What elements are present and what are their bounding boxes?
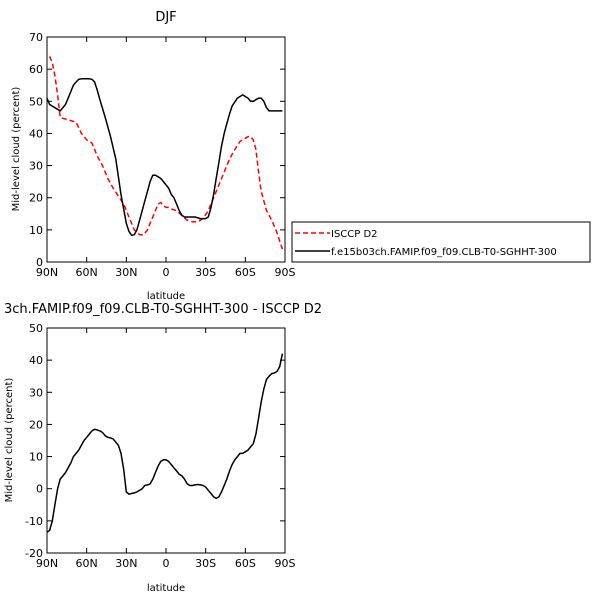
top-plot-ytick-label: 20 (29, 192, 43, 205)
bottom-plot-ytick-label: -20 (25, 547, 43, 560)
top-plot-ytick-label: 10 (29, 224, 43, 237)
bottom-plot-xtick-label: 0 (163, 557, 170, 570)
bottom-plot-series (46, 353, 284, 533)
bottom-plot-ytick-label: -10 (25, 515, 43, 528)
top-plot-xtick-label: 30S (195, 266, 216, 279)
bottom-plot-xtick-label: 60S (235, 557, 256, 570)
legend: ISCCP D2 f.e15b03ch.FAMIP.f09_f09.CLB-T0… (291, 221, 591, 263)
bottom-plot-ytick-label: 0 (36, 483, 43, 496)
top-plot-xlabel: latitude (147, 291, 185, 302)
top-plot-ytick-label: 50 (29, 95, 43, 108)
bottom-plot: 3ch.FAMIP.f09_f09.CLB-T0-SGHHT-300 - ISC… (4, 302, 322, 594)
legend-label-model: f.e15b03ch.FAMIP.f09_f09.CLB-T0-SGHHT-30… (331, 247, 557, 258)
top-plot-ytick-label: 30 (29, 160, 43, 173)
legend-box (291, 221, 591, 263)
top-plot-title: DJF (155, 10, 176, 25)
bottom-plot-series-0-line (46, 353, 284, 533)
bottom-plot-xlabel: latitude (147, 583, 185, 594)
top-plot-frame (46, 36, 286, 263)
bottom-plot-xtick-label: 60N (76, 557, 98, 570)
top-plot-xtick-label: 90N (36, 266, 58, 279)
top-plot-ytick-label: 40 (29, 127, 43, 140)
bottom-plot-axes: 90N 60N 30N 0 30S 60S 90S -20 -10 0 10 20 30 40 50 (25, 322, 295, 570)
top-plot-series-0-line (48, 56, 284, 250)
bottom-plot-xtick-label: 90N (36, 557, 58, 570)
top-plot-axes: 90N 60N 30N 0 30S 60S 90S 0 10 20 30 40 50 60 70 (29, 31, 296, 279)
bottom-plot-xtick-label: 30N (115, 557, 137, 570)
top-plot-ytick-label: 0 (36, 256, 43, 269)
top-plot-xtick-label: 90S (275, 266, 296, 279)
top-plot-ylabel: Mid-level cloud (percent) (11, 87, 22, 212)
top-plot-series (46, 56, 284, 250)
bottom-plot-ytick-label: 30 (29, 386, 43, 399)
bottom-plot-ytick-label: 40 (29, 354, 43, 367)
bottom-plot-ytick-label: 20 (29, 418, 43, 431)
bottom-plot-title: 3ch.FAMIP.f09_f09.CLB-T0-SGHHT-300 - ISC… (4, 302, 322, 317)
top-plot-xtick-label: 0 (163, 266, 170, 279)
top-plot: DJF 90N 60N 30N 0 30S 60S 90S 0 10 20 30 40 50 60 70 l… (11, 10, 296, 302)
bottom-plot-xtick-label: 30S (195, 557, 216, 570)
top-plot-series-1-line (46, 78, 283, 237)
legend-label-isccp: ISCCP D2 (331, 229, 378, 240)
top-plot-xtick-label: 30N (115, 266, 137, 279)
top-plot-ytick-label: 70 (29, 31, 43, 44)
top-plot-xtick-label: 60N (76, 266, 98, 279)
bottom-plot-ylabel: Mid-level cloud (percent) (4, 378, 15, 503)
bottom-plot-frame (46, 327, 286, 554)
bottom-plot-ytick-label: 10 (29, 451, 43, 464)
top-plot-xtick-label: 60S (235, 266, 256, 279)
bottom-plot-xtick-label: 90S (275, 557, 296, 570)
top-plot-ytick-label: 60 (29, 63, 43, 76)
bottom-plot-ytick-label: 50 (29, 322, 43, 335)
